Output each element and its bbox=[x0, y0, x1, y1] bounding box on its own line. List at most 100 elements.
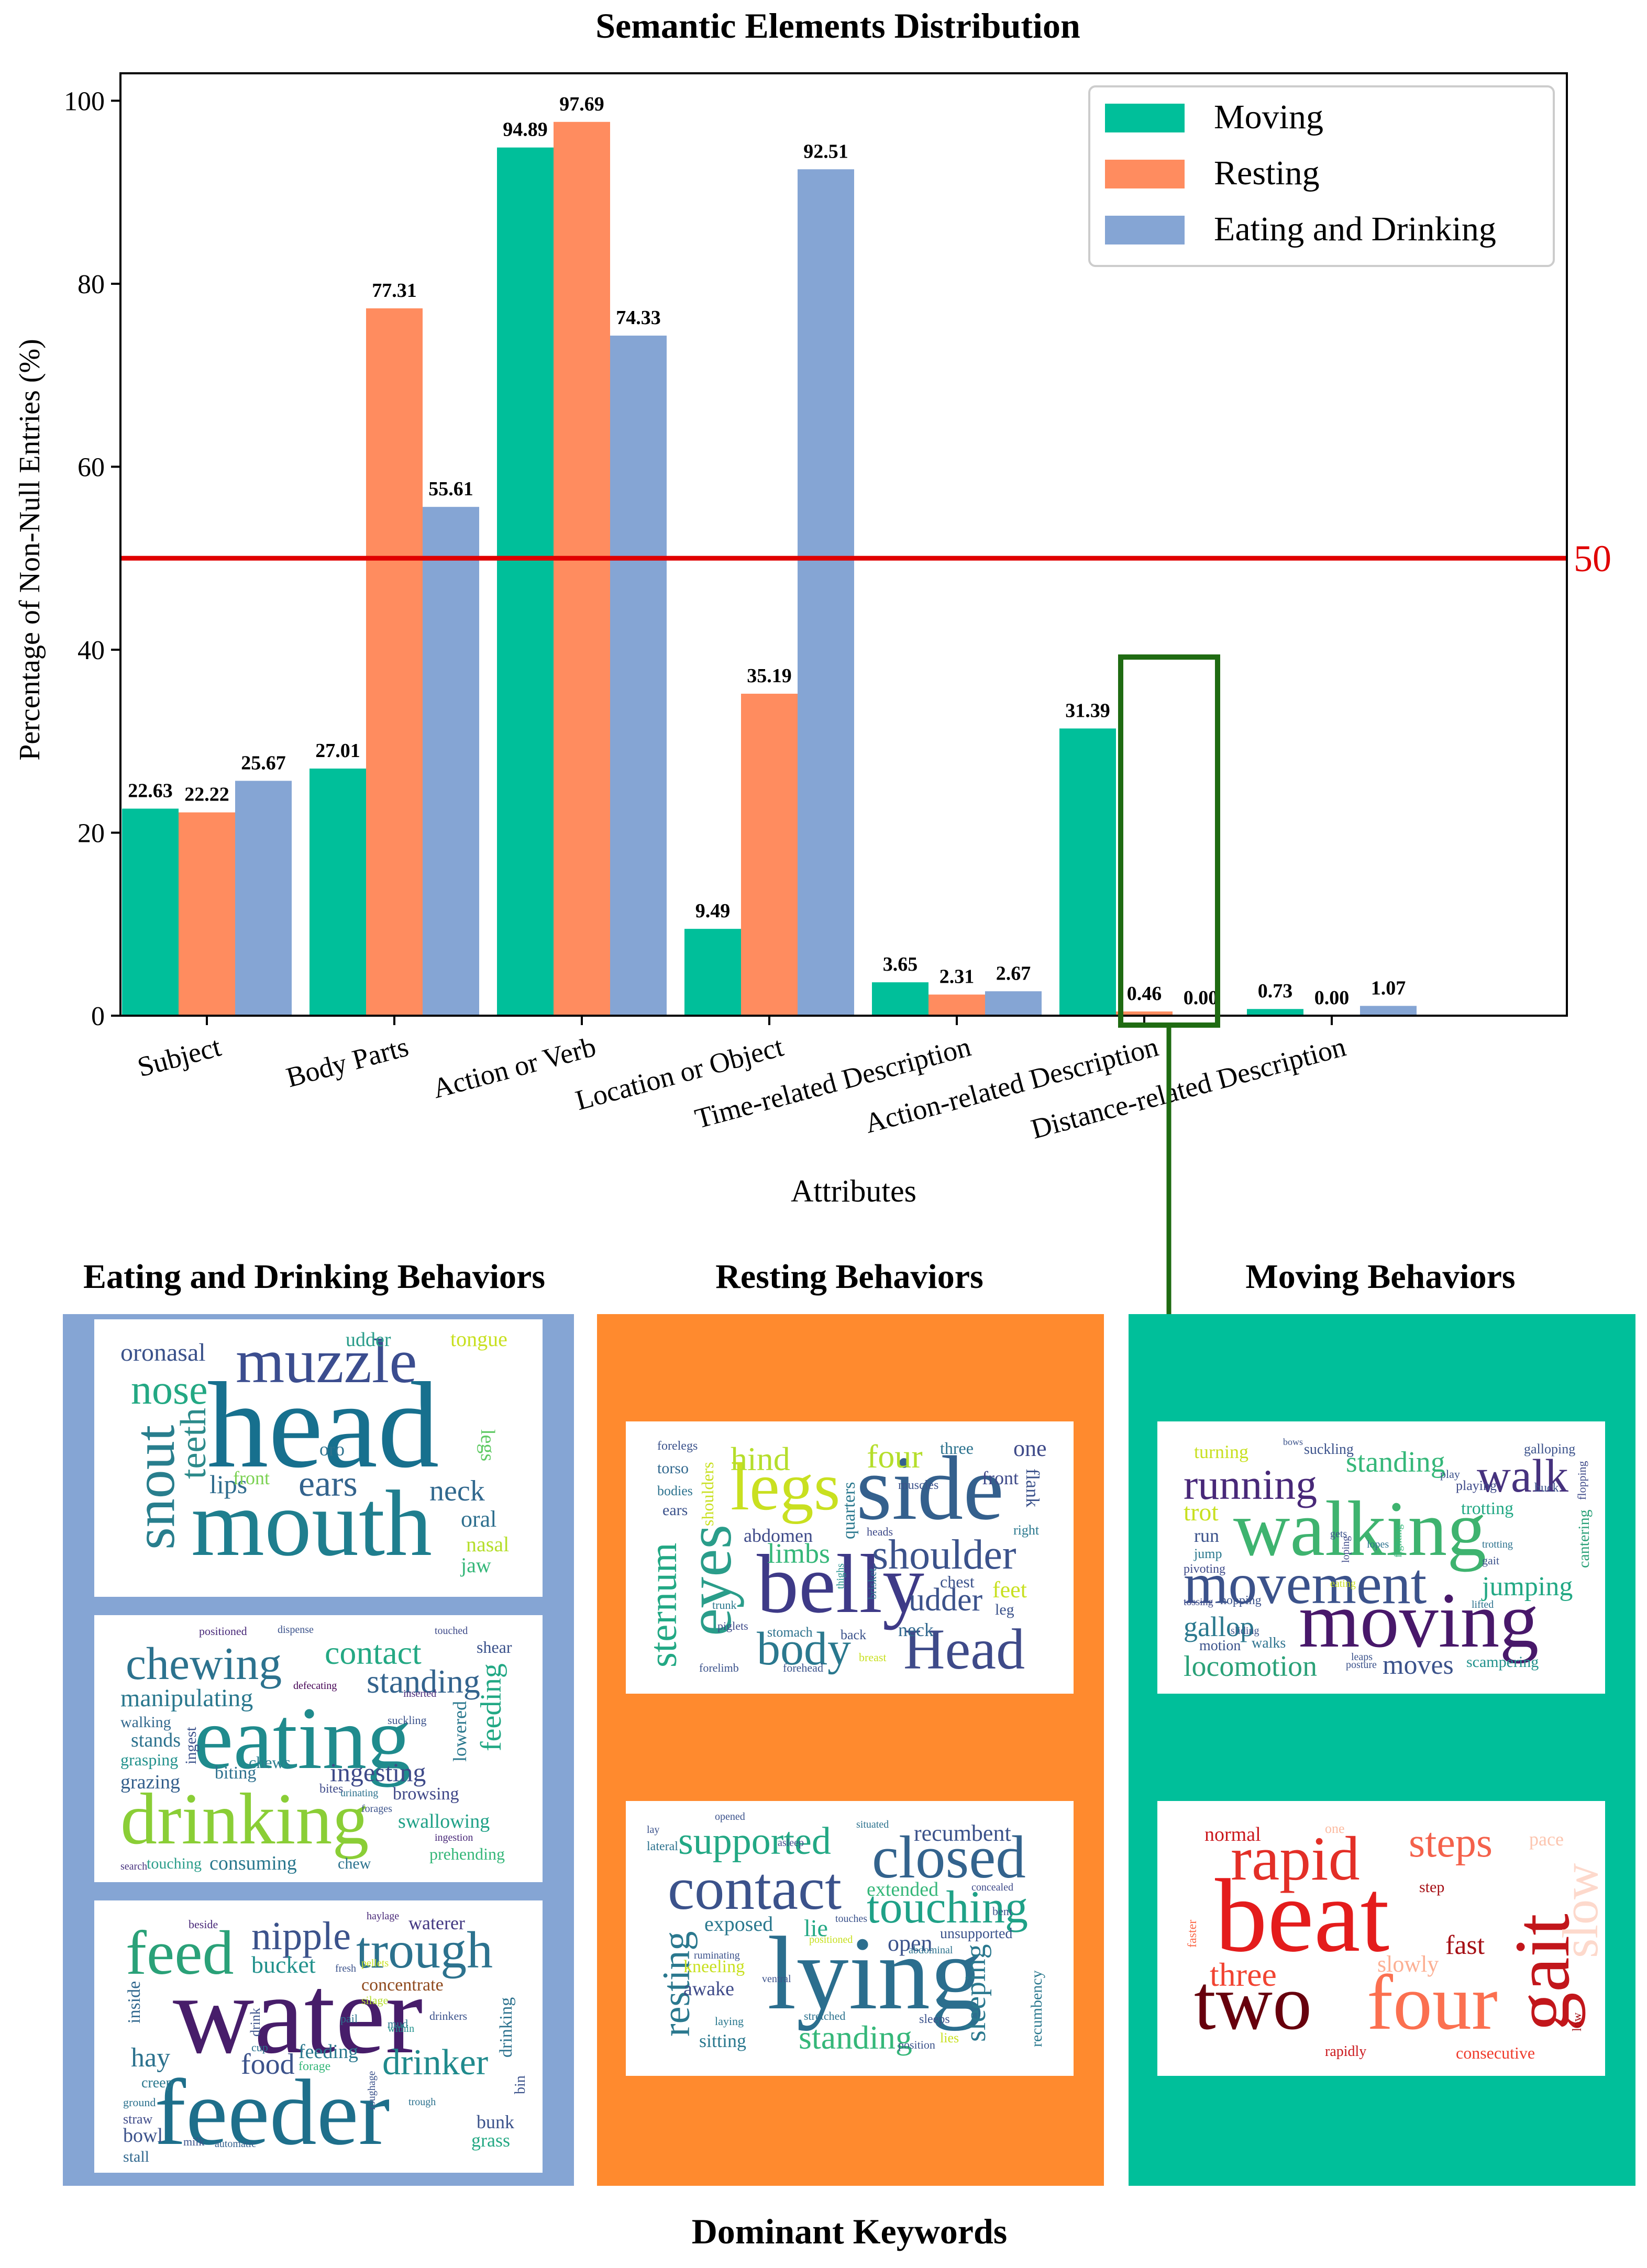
word-stall: stall bbox=[123, 2148, 149, 2165]
bar-label-2-6: 1.07 bbox=[1371, 977, 1406, 999]
bar-label-1-5: 0.46 bbox=[1127, 983, 1162, 1005]
word-defecating: defecating bbox=[293, 1680, 337, 1692]
word-ears: ears bbox=[299, 1464, 358, 1504]
word-slow: slow bbox=[1552, 1863, 1605, 1958]
word-shoulders: shoulders bbox=[698, 1462, 717, 1526]
x-tick-label: Subject bbox=[134, 1031, 224, 1083]
word-forelimb: forelimb bbox=[699, 1661, 739, 1674]
word-moving: moving bbox=[1299, 1577, 1539, 1664]
word-ventral: ventral bbox=[762, 1973, 791, 1985]
word-standing-move: standing bbox=[1346, 1446, 1445, 1478]
word-three-move: three bbox=[1210, 1956, 1277, 1993]
legend-box bbox=[1088, 85, 1555, 267]
word-eating-move: eating bbox=[1330, 1578, 1356, 1589]
bar-2-3 bbox=[798, 169, 854, 1016]
word-stomach: stomach bbox=[767, 1625, 813, 1640]
bar-label-0-1: 27.01 bbox=[315, 740, 360, 762]
word-gallop: gallop bbox=[1184, 1611, 1254, 1642]
word-standing: standing bbox=[367, 1663, 480, 1700]
word-sliding: sliding bbox=[1231, 1625, 1259, 1637]
word-four-move: four bbox=[1367, 1959, 1498, 2046]
word-turning: turning bbox=[1194, 1441, 1248, 1462]
word-step: step bbox=[1419, 1878, 1445, 1896]
word-two: two bbox=[1194, 1959, 1312, 2046]
word-shoulder: shoulder bbox=[872, 1532, 1016, 1578]
word-walk: walk bbox=[1477, 1450, 1568, 1502]
word-fast: fast bbox=[1445, 1930, 1485, 1960]
word-feed: feed bbox=[126, 1918, 234, 1987]
word-contact-rest: contact bbox=[668, 1855, 842, 1922]
word-straw: straw bbox=[123, 2111, 153, 2127]
word-concealed: concealed bbox=[971, 1882, 1013, 1893]
word-oral: oral bbox=[461, 1506, 497, 1532]
x-axis-label: Attributes bbox=[791, 1174, 916, 1208]
word-trotting: trotting bbox=[1461, 1499, 1514, 1518]
word-drinkers: drinkers bbox=[429, 2009, 468, 2022]
word-prehending: prehending bbox=[429, 1844, 505, 1863]
y-tick-label: 80 bbox=[78, 270, 105, 299]
word-play: play bbox=[1440, 1467, 1460, 1481]
word-drinking-obj: drinking bbox=[496, 1997, 516, 2058]
word-abdomen: abdomen bbox=[744, 1525, 813, 1546]
word-Head: Head bbox=[903, 1617, 1025, 1681]
word-ingesting: ingesting bbox=[330, 1758, 426, 1787]
word-feeding-obj: feeding bbox=[299, 2041, 358, 2063]
word-bucket: bucket bbox=[251, 1951, 316, 1978]
word-nasal: nasal bbox=[466, 1532, 510, 1556]
word-touching: touching bbox=[147, 1855, 202, 1872]
word-awake: awake bbox=[683, 1978, 735, 2000]
word-pace: pace bbox=[1529, 1829, 1564, 1850]
word-flank: flank bbox=[1022, 1469, 1043, 1507]
word-sleeps: sleeps bbox=[919, 2013, 950, 2026]
word-asleep: asleep bbox=[778, 1837, 804, 1849]
legend-label-resting: Resting bbox=[1214, 154, 1320, 192]
word-thighs: thighs bbox=[835, 1563, 846, 1589]
bar-2-6 bbox=[1360, 1006, 1417, 1016]
word-lopes: lopes bbox=[1367, 1539, 1389, 1550]
word-chewing: chewing bbox=[126, 1639, 282, 1689]
word-forage: forage bbox=[299, 2060, 331, 2073]
word-cantering: cantering bbox=[1575, 1509, 1593, 1568]
word-browsing: browsing bbox=[393, 1784, 459, 1804]
word-beside: beside bbox=[189, 1918, 218, 1931]
word-pellets: pellets bbox=[361, 1958, 389, 1969]
word-gets: gets bbox=[1330, 1528, 1347, 1540]
bar-label-0-6: 0.73 bbox=[1258, 980, 1293, 1002]
bar-label-2-4: 2.67 bbox=[996, 962, 1031, 984]
y-tick-label: 20 bbox=[78, 818, 105, 848]
word-slowly: slowly bbox=[1377, 1951, 1439, 1977]
word-extended: extended bbox=[867, 1878, 939, 1900]
word-silage: silage bbox=[361, 1994, 389, 2007]
eating-cloud-objects: water feeder feed trough nipple drinker … bbox=[94, 1900, 543, 2173]
moving-cloud-descriptors: beat two four gait rapid steps three fas… bbox=[1157, 1801, 1605, 2076]
bar-1-4 bbox=[928, 994, 985, 1016]
word-scampering: scampering bbox=[1466, 1653, 1539, 1671]
bar-0-5 bbox=[1059, 728, 1116, 1016]
word-grass: grass bbox=[471, 2130, 510, 2151]
word-torso: torso bbox=[657, 1460, 689, 1477]
word-trot: trot bbox=[1184, 1498, 1219, 1526]
word-feeding: feeding bbox=[475, 1663, 507, 1751]
word-buck: buck bbox=[1534, 1481, 1559, 1495]
bar-label-2-3: 92.51 bbox=[803, 140, 848, 162]
word-back: back bbox=[841, 1627, 867, 1642]
word-forages: forages bbox=[361, 1803, 392, 1815]
word-moves: moves bbox=[1383, 1650, 1454, 1680]
word-front: front bbox=[233, 1467, 270, 1488]
bar-1-0 bbox=[179, 812, 235, 1016]
word-dispense: dispense bbox=[278, 1624, 314, 1636]
reference-line-label: 50 bbox=[1574, 538, 1611, 580]
word-bowl: bowl bbox=[123, 2125, 163, 2147]
word-movement: movement bbox=[1184, 1552, 1427, 1616]
word-tongue: tongue bbox=[450, 1327, 507, 1351]
word-stretched: stretched bbox=[804, 2009, 846, 2022]
word-mouth: mouth bbox=[191, 1471, 433, 1575]
bar-2-0 bbox=[235, 781, 292, 1016]
word-oro: oro bbox=[319, 1439, 345, 1460]
legend-label-eating: Eating and Drinking bbox=[1214, 210, 1496, 248]
word-lifted: lifted bbox=[1472, 1599, 1494, 1610]
word-feeder: feeder bbox=[154, 2060, 390, 2164]
word-legs: legs bbox=[477, 1429, 499, 1462]
word-muscles: muscles bbox=[898, 1478, 939, 1492]
word-touched: touched bbox=[435, 1625, 468, 1637]
